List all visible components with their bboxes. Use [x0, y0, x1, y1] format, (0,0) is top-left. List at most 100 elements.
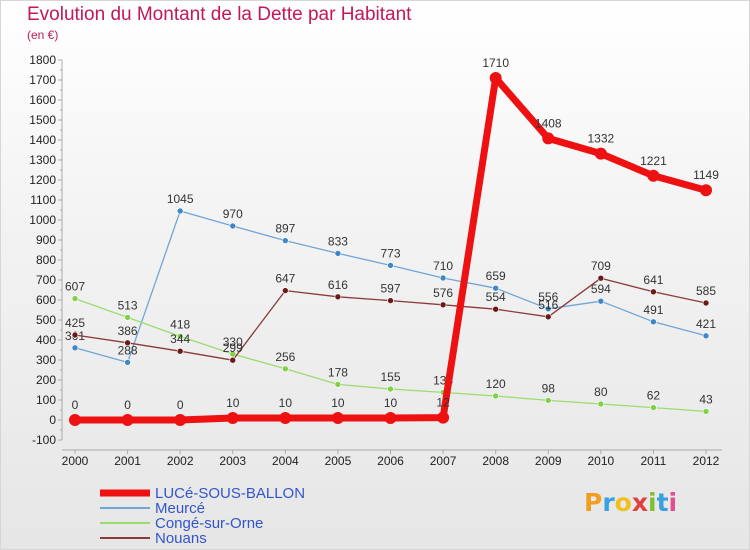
- data-point: [334, 381, 342, 388]
- data-point: [387, 262, 394, 269]
- data-label: 120: [486, 377, 506, 391]
- x-tick-label: 2002: [167, 454, 194, 468]
- y-tick-label: 400: [36, 333, 56, 347]
- data-label: 256: [275, 350, 295, 364]
- data-point: [124, 359, 131, 366]
- data-label: 647: [275, 272, 295, 286]
- chart-title: Evolution du Montant de la Dette par Hab…: [27, 4, 412, 25]
- y-tick-label: 1100: [30, 193, 56, 207]
- y-tick-label: 1300: [29, 153, 56, 167]
- data-point: [384, 412, 397, 424]
- data-point: [282, 287, 289, 294]
- legend-label: Nouans: [155, 530, 207, 547]
- x-tick-label: 2003: [219, 454, 246, 468]
- logo-letter: i: [668, 488, 678, 517]
- data-point: [121, 414, 134, 426]
- data-point: [387, 297, 394, 304]
- data-point: [439, 301, 447, 309]
- data-point: [279, 412, 292, 424]
- data-point: [702, 299, 710, 307]
- data-label: 513: [118, 298, 138, 312]
- data-point: [71, 331, 79, 339]
- data-label: 0: [124, 398, 131, 412]
- y-tick-label: 1000: [29, 213, 56, 227]
- y-tick-label: 600: [36, 293, 56, 307]
- data-point: [282, 365, 289, 373]
- data-point: [597, 400, 605, 408]
- data-label: 970: [223, 207, 243, 221]
- data-label: 10: [226, 396, 240, 410]
- data-point: [647, 169, 660, 182]
- data-label: 299: [223, 341, 243, 355]
- y-tick-label: -100: [32, 433, 56, 447]
- data-point: [334, 250, 342, 257]
- data-point: [597, 297, 605, 305]
- x-tick-label: 2007: [430, 454, 457, 468]
- data-label: 288: [118, 343, 138, 357]
- y-tick-label: 900: [36, 233, 56, 247]
- x-tick-label: 2000: [62, 454, 89, 468]
- data-point: [226, 412, 239, 424]
- data-point: [229, 356, 237, 364]
- y-tick-label: 500: [36, 313, 56, 327]
- data-point: [544, 313, 552, 321]
- data-point: [702, 408, 710, 415]
- data-label: 709: [591, 259, 611, 273]
- logo-letter: o: [614, 488, 632, 517]
- y-tick-label: 1600: [29, 93, 56, 107]
- data-label: 0: [177, 398, 184, 412]
- x-tick-label: 2011: [641, 454, 667, 468]
- logo-letter: P: [584, 488, 603, 517]
- data-label: 155: [380, 370, 400, 384]
- data-label: 773: [380, 246, 400, 260]
- data-label: 641: [643, 273, 663, 287]
- data-label: 607: [65, 280, 85, 294]
- data-point: [174, 414, 187, 426]
- data-point: [71, 295, 79, 302]
- data-label: 418: [170, 317, 190, 331]
- data-label: 10: [331, 396, 345, 410]
- data-point: [387, 385, 394, 393]
- data-label: 1221: [640, 154, 667, 168]
- data-point: [650, 318, 657, 326]
- y-tick-label: 1800: [29, 53, 56, 67]
- legend-label: Congé-sur-Orne: [155, 515, 263, 532]
- data-label: 98: [542, 381, 556, 395]
- x-tick-label: 2001: [114, 454, 141, 468]
- x-tick-label: 2008: [482, 454, 509, 468]
- data-point: [544, 397, 552, 404]
- data-label: 330: [223, 335, 243, 349]
- data-point: [702, 332, 710, 340]
- data-label: 897: [275, 222, 295, 236]
- data-label: 833: [328, 234, 348, 248]
- data-point: [650, 404, 657, 411]
- data-label: 62: [647, 389, 661, 403]
- data-label: 585: [696, 284, 716, 298]
- data-label: 10: [279, 396, 293, 410]
- data-point: [594, 147, 607, 160]
- chart-subtitle: (en €): [27, 28, 59, 42]
- data-point: [176, 333, 184, 340]
- logo-letter: t: [656, 488, 669, 517]
- data-point: [282, 237, 289, 244]
- data-label: 616: [328, 278, 348, 292]
- proxiti-logo: Proxiti: [584, 488, 677, 517]
- data-point: [492, 284, 499, 292]
- data-point: [542, 132, 555, 145]
- data-label: 516: [538, 298, 558, 312]
- y-tick-label: 700: [36, 273, 56, 287]
- data-label: 556: [538, 290, 558, 304]
- data-point: [69, 414, 81, 426]
- data-point: [71, 344, 79, 352]
- logo-letter: i: [648, 488, 657, 517]
- data-label: 1710: [482, 56, 509, 70]
- y-tick-label: 100: [36, 393, 56, 407]
- data-label: 178: [328, 365, 348, 379]
- data-label: 10: [384, 396, 398, 410]
- data-point: [176, 207, 184, 215]
- data-point: [439, 274, 447, 282]
- data-point: [492, 392, 499, 400]
- data-label: 386: [118, 324, 138, 338]
- data-label: 1332: [587, 132, 614, 146]
